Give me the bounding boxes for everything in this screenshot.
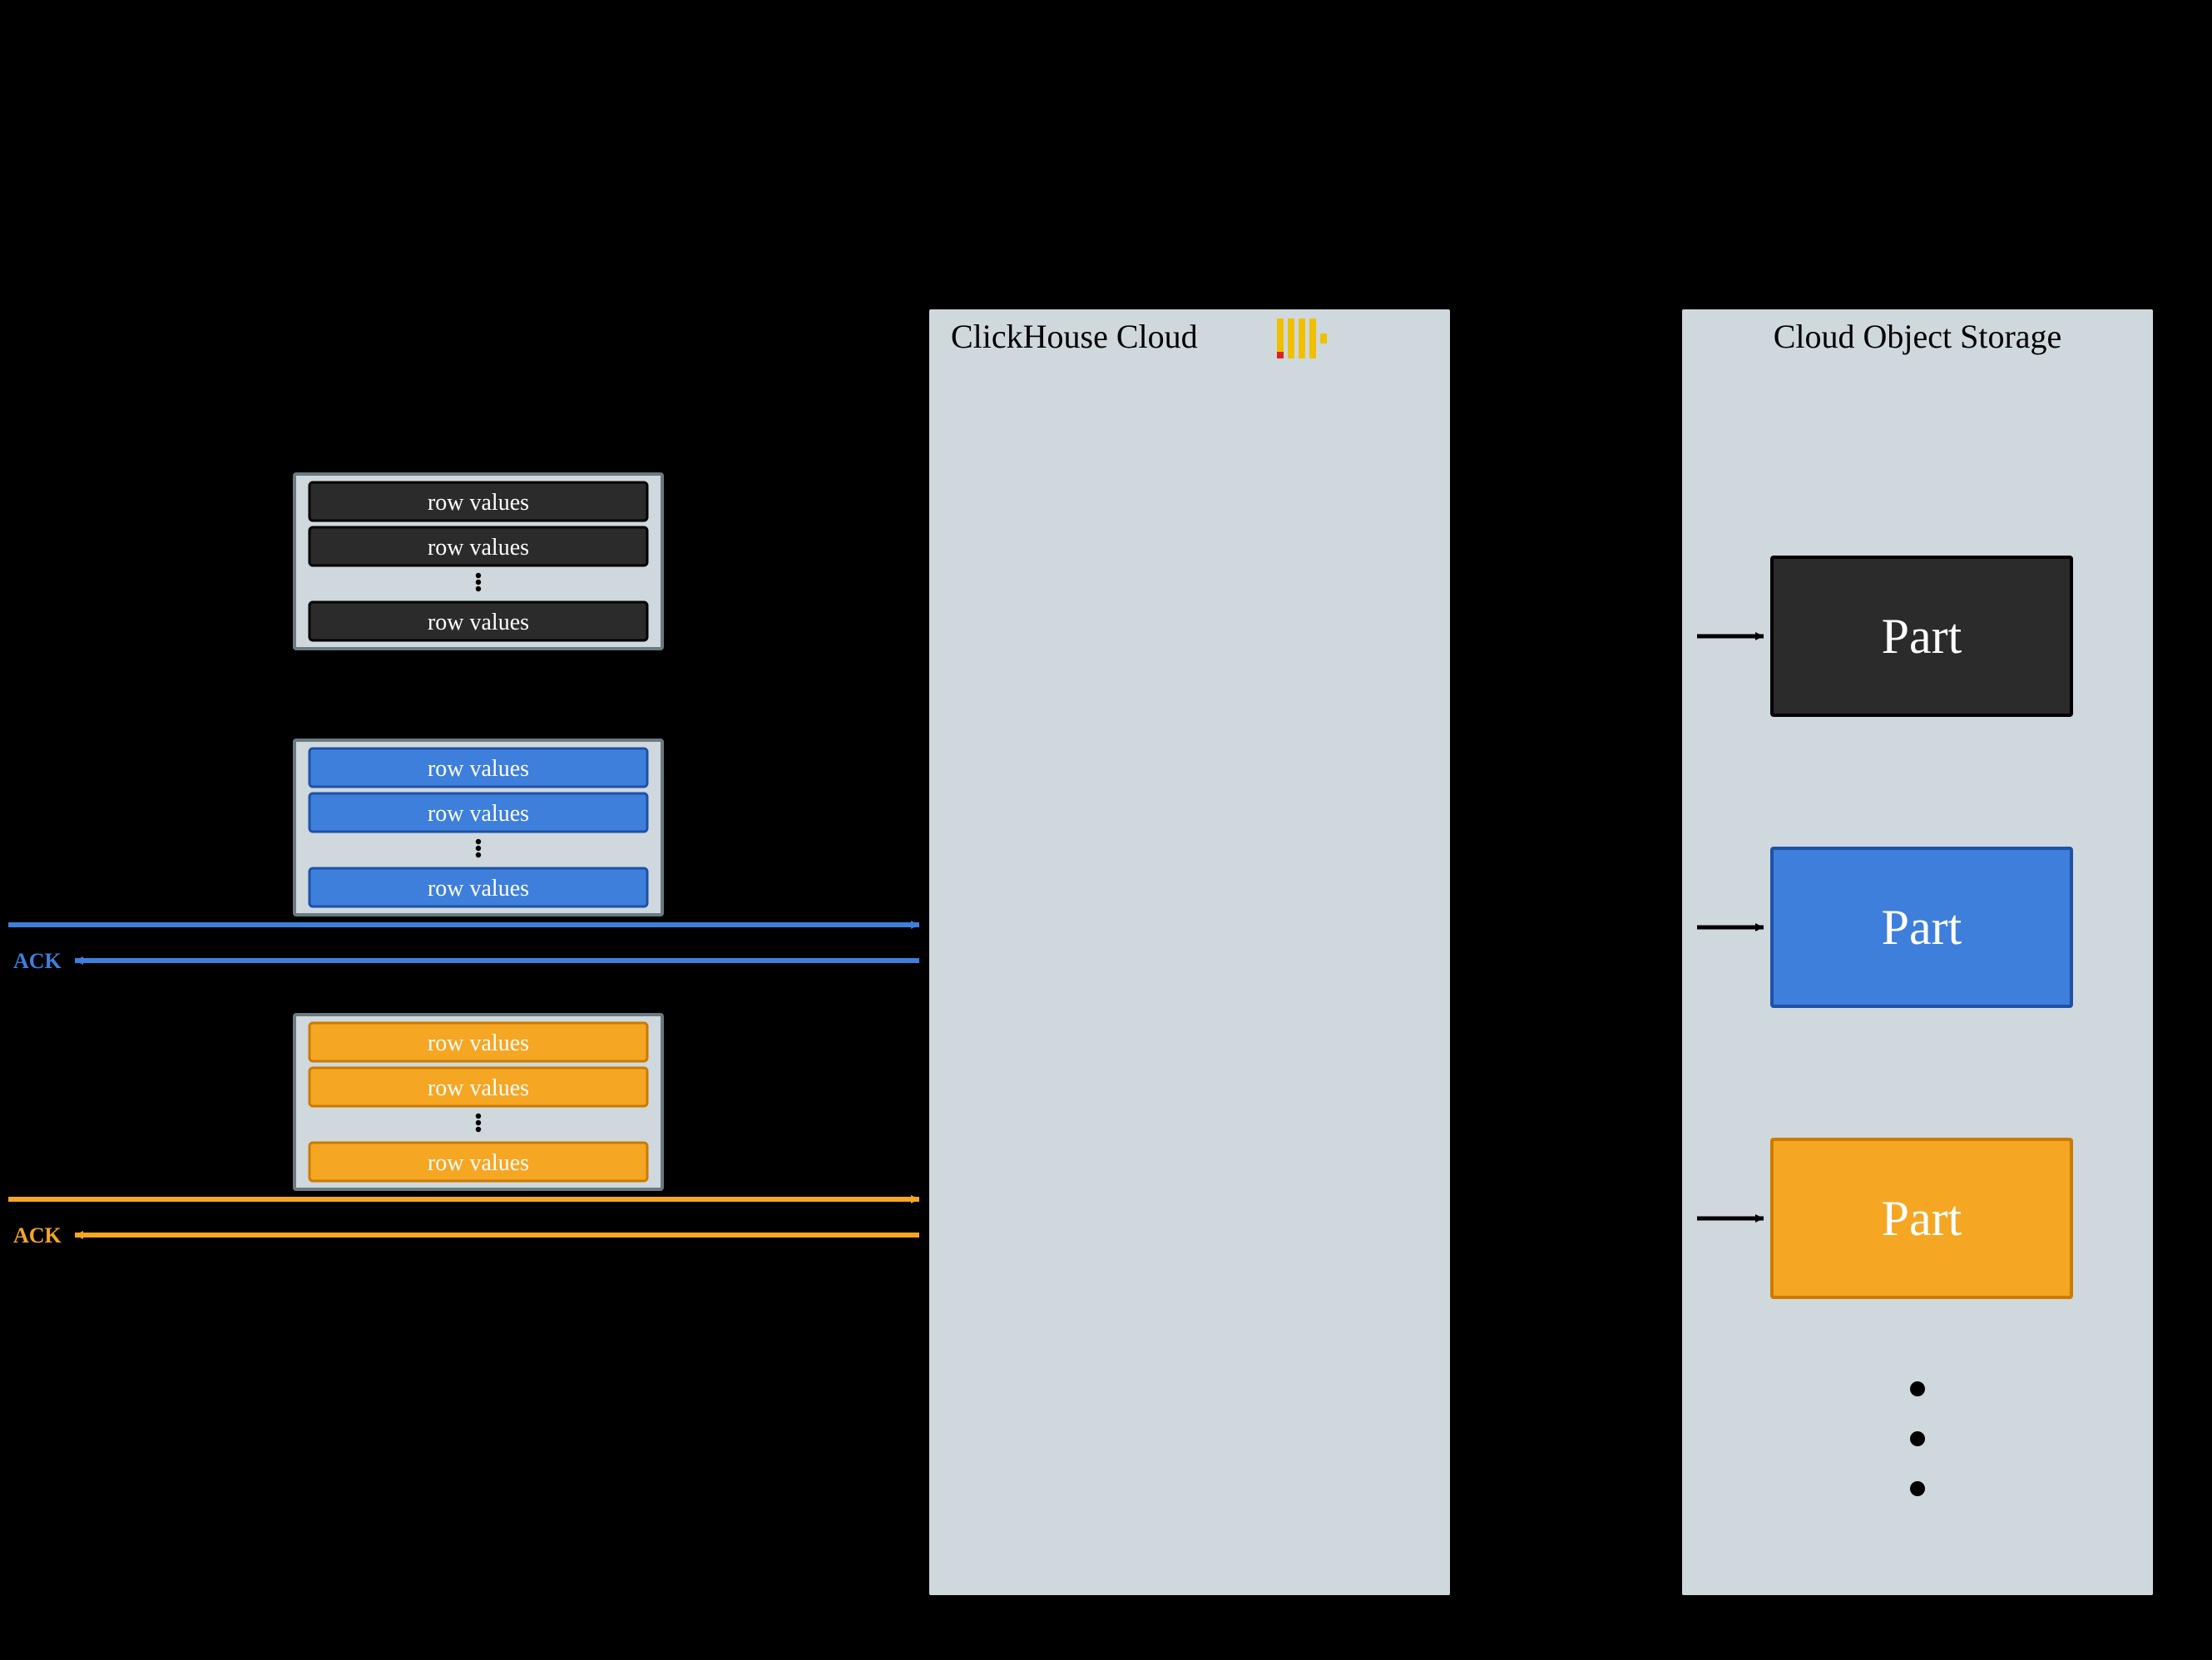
- clickhouse-cloud-panel: ClickHouse Cloud: [928, 308, 1452, 1597]
- part-label: Part: [1882, 900, 1962, 955]
- ellipsis-dot-icon: [1910, 1431, 1925, 1446]
- storage-title: Cloud Object Storage: [1774, 318, 2062, 355]
- clickhouse-title: ClickHouse Cloud: [951, 318, 1198, 355]
- row-label: row values: [428, 876, 529, 902]
- ellipsis-dot-icon: [476, 1127, 481, 1132]
- row-bar: row values: [309, 748, 647, 787]
- part-box-2: Part: [1772, 1139, 2071, 1297]
- row-bar: row values: [309, 793, 647, 832]
- ellipsis-dot-icon: [476, 580, 481, 585]
- ellipsis-dot-icon: [476, 846, 481, 851]
- row-label: row values: [428, 1150, 529, 1176]
- ellipsis-dot-icon: [476, 1114, 481, 1119]
- row-bar: row values: [309, 602, 647, 640]
- row-bar: row values: [309, 527, 647, 566]
- insert-panel-1: row values row values row values: [294, 740, 662, 915]
- row-label: row values: [428, 1030, 529, 1056]
- row-label: row values: [428, 1075, 529, 1101]
- row-bar: row values: [309, 1023, 647, 1061]
- ack-label: ACK: [13, 949, 62, 973]
- row-label: row values: [428, 490, 529, 516]
- row-label: row values: [428, 801, 529, 827]
- part-box-0: Part: [1772, 557, 2071, 715]
- ellipsis-dot-icon: [476, 586, 481, 591]
- ellipsis-dot-icon: [476, 1120, 481, 1125]
- ellipsis-dot-icon: [476, 573, 481, 578]
- part-box-1: Part: [1772, 848, 2071, 1006]
- ack-label: ACK: [13, 1223, 62, 1247]
- row-bar: row values: [309, 1143, 647, 1181]
- row-label: row values: [428, 535, 529, 561]
- row-label: row values: [428, 756, 529, 782]
- part-label: Part: [1882, 609, 1962, 664]
- ellipsis-dot-icon: [476, 852, 481, 857]
- cloud-storage-panel: Cloud Object Storage Part Part Part: [1680, 308, 2155, 1597]
- ellipsis-dot-icon: [476, 839, 481, 844]
- insert-panel-0: row values row values row values: [294, 474, 662, 649]
- row-label: row values: [428, 610, 529, 635]
- row-bar: row values: [309, 1068, 647, 1106]
- row-bar: row values: [309, 868, 647, 907]
- row-bar: row values: [309, 482, 647, 521]
- insert-panel-2: row values row values row values: [294, 1015, 662, 1189]
- ellipsis-dot-icon: [1910, 1381, 1925, 1396]
- ellipsis-dot-icon: [1910, 1481, 1925, 1496]
- part-label: Part: [1882, 1191, 1962, 1246]
